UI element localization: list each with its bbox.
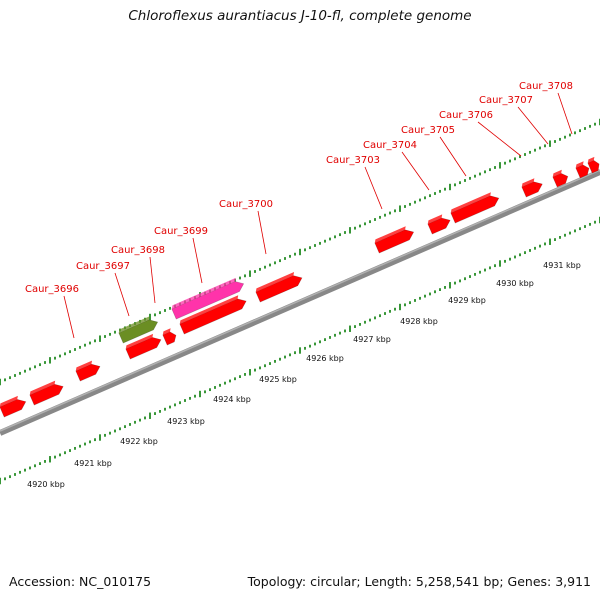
scale-label: 4921 kbp [74,459,112,468]
misc-feature [118,316,159,344]
gene-label: Caur_3698 [111,245,165,256]
gene-feature [552,169,569,188]
gene-leader-line [557,92,573,135]
gene-leader-line [192,237,203,284]
gene-label: Caur_3699 [154,226,208,237]
gene-feature [0,395,27,418]
scale-label-track: 4920 kbp 4921 kbp 4922 kbp 4923 kbp 4924 kbp… [27,261,581,489]
scale-label: 4931 kbp [543,261,581,270]
scale-label: 4927 kbp [353,335,391,344]
gene-label: Caur_3705 [401,125,455,136]
gene-label: Caur_3697 [76,261,130,272]
gene-feature [450,192,500,224]
gene-leader-line [439,136,467,177]
gene-leader-line [114,272,130,317]
gene-feature [125,333,162,360]
gene-feature [575,161,590,179]
gene-leader-line [477,121,522,157]
scale-label: 4928 kbp [400,317,438,326]
gene-label: Caur_3707 [479,95,533,106]
gene-feature [179,295,247,335]
gene-feature [427,214,451,235]
gene-leader-line [364,166,383,210]
gene-label: Caur_3700 [219,199,273,210]
scale-label: 4926 kbp [306,354,344,363]
gene-feature [374,226,415,254]
rna-feature [171,277,245,320]
gene-feature [162,328,177,346]
gene-feature [521,178,543,198]
gene-label: Caur_3708 [519,81,573,92]
accession-label: Accession: NC_010175 [9,574,152,589]
scale-label: 4925 kbp [259,375,297,384]
gene-leader-line [517,106,549,145]
gene-leader-line [149,256,156,304]
scale-label: 4922 kbp [120,437,158,446]
genome-backbone [0,169,600,436]
gene-feature [75,360,101,382]
scale-label: 4929 kbp [448,296,486,305]
gene-label-track: Caur_3696 Caur_3697 Caur_3698 Caur_3699 Caur… [25,81,573,339]
gene-feature [587,156,600,174]
gene-label: Caur_3706 [439,110,493,121]
gene-label: Caur_3704 [363,140,417,151]
scale-label: 4930 kbp [496,279,534,288]
outer-tick-track [0,118,600,386]
gene-feature [29,380,64,406]
gene-leader-line [257,210,267,255]
feature-track [0,156,600,418]
genome-info-label: Topology: circular; Length: 5,258,541 bp… [247,574,591,589]
scale-label: 4920 kbp [27,480,65,489]
scale-label: 4923 kbp [167,417,205,426]
gene-feature [255,272,303,303]
inner-tick-track [0,216,600,485]
scale-label: 4924 kbp [213,395,251,404]
gene-leader-line [63,295,75,339]
gene-label: Caur_3696 [25,284,79,295]
gene-label: Caur_3703 [326,155,380,166]
map-title: Chloroflexus aurantiacus J-10-fl, comple… [128,8,472,24]
genome-backbone-highlight [0,169,600,432]
gene-leader-line [401,151,430,191]
